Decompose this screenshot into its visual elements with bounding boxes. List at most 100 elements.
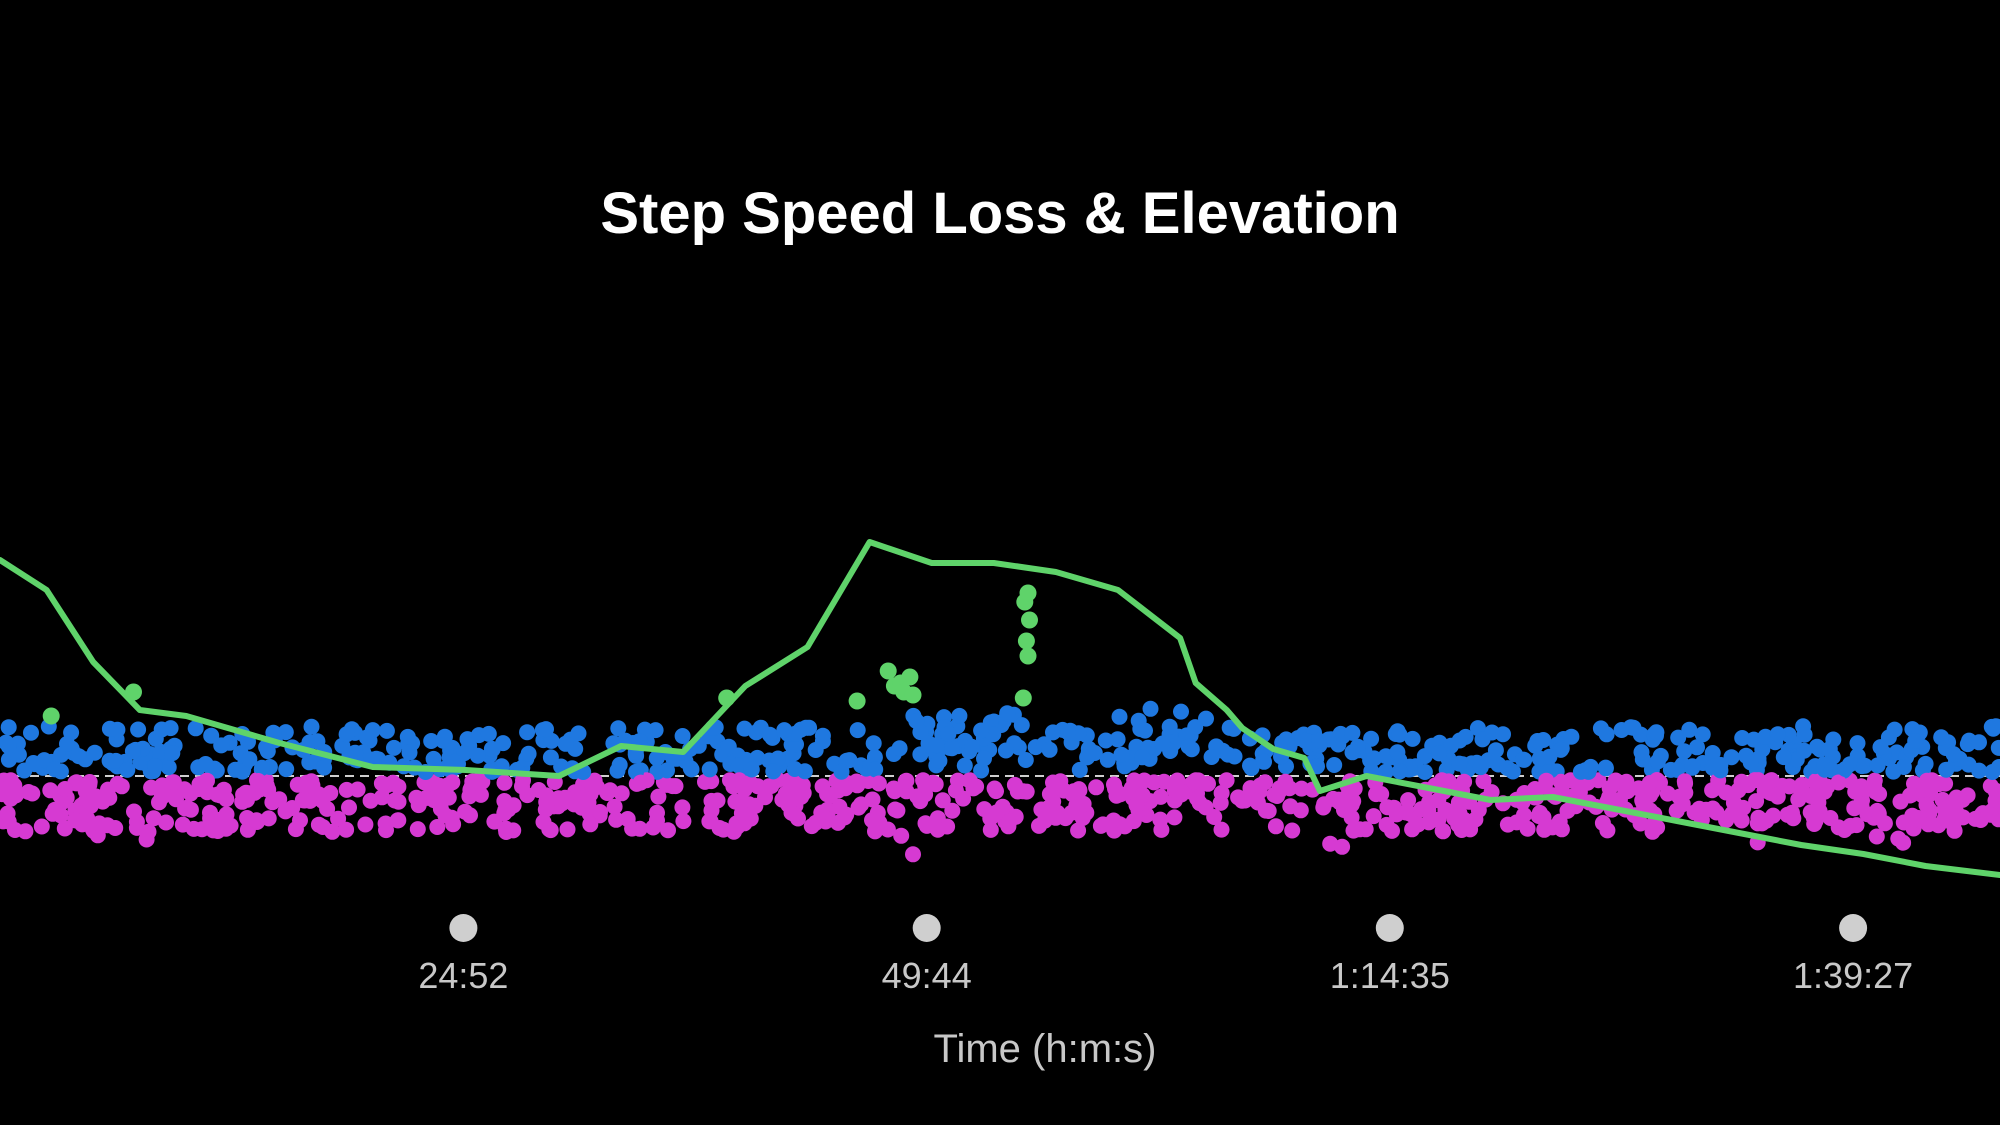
scatter-point — [1105, 812, 1122, 829]
scatter-point — [1075, 795, 1092, 812]
scatter-point — [730, 757, 747, 774]
scatter-point — [1886, 721, 1903, 738]
scatter-point — [56, 820, 73, 837]
highlight-point — [1014, 689, 1032, 707]
scatter-point — [0, 738, 17, 755]
scatter-point — [1256, 753, 1272, 770]
scatter-point — [1186, 774, 1202, 790]
scatter-point — [1060, 724, 1077, 741]
scatter-point — [374, 789, 390, 806]
scatter-point — [850, 799, 867, 816]
scatter-point — [1698, 801, 1715, 818]
scatter-point — [278, 761, 295, 778]
scatter-point — [138, 831, 155, 848]
scatter-point — [465, 774, 482, 791]
scatter-point — [130, 721, 147, 738]
scatter-point — [1404, 821, 1421, 838]
scatter-point — [1357, 821, 1374, 838]
scatter-point — [973, 722, 990, 739]
scatter-point — [1765, 807, 1782, 824]
scatter-point — [559, 821, 576, 838]
scatter-point — [675, 813, 692, 830]
scatter-point — [645, 819, 662, 836]
highlight-point — [42, 707, 60, 725]
scatter-point — [187, 720, 204, 737]
scatter-point — [994, 798, 1011, 815]
scatter-point — [446, 753, 463, 770]
scatter-point — [330, 810, 347, 827]
scatter-point — [1128, 797, 1145, 814]
scatter-point — [1031, 817, 1047, 834]
scatter-point — [1363, 730, 1380, 747]
scatter-point — [70, 748, 87, 765]
scatter-point — [703, 773, 720, 790]
scatter-point — [1807, 804, 1824, 821]
scatter-point — [674, 799, 691, 816]
scatter-point — [86, 744, 103, 761]
scatter-point — [264, 794, 281, 811]
scatter-point — [1137, 722, 1153, 739]
scatter-point — [349, 781, 366, 798]
scatter-point — [378, 722, 395, 739]
highlight-point — [718, 689, 736, 707]
scatter-point — [988, 783, 1004, 800]
scatter-point — [338, 726, 355, 743]
scatter-point — [1967, 810, 1984, 827]
scatter-point — [1391, 763, 1408, 780]
highlight-points — [42, 584, 1038, 725]
scatter-point — [338, 821, 355, 838]
scatter-point — [1203, 749, 1220, 765]
scatter-point — [52, 807, 69, 824]
x-tick-dot — [1839, 914, 1868, 942]
scatter-point — [119, 761, 136, 778]
scatter-point — [867, 816, 884, 833]
scatter-point — [505, 822, 522, 839]
scatter-point — [1987, 718, 2000, 735]
scatter-point — [324, 823, 341, 840]
scatter-point — [1676, 743, 1693, 760]
scatter-point — [1868, 828, 1885, 845]
scatter-point — [1033, 801, 1050, 818]
scatter-point — [1903, 786, 1920, 803]
scatter-point — [1757, 728, 1774, 745]
scatter-point — [358, 729, 375, 746]
scatter-point — [1704, 758, 1721, 775]
scatter-point — [296, 792, 313, 809]
scatter-point — [807, 742, 824, 758]
scatter-point — [303, 718, 320, 735]
scatter-point — [1330, 791, 1347, 808]
scatter-point — [519, 724, 536, 741]
scatter-point — [164, 745, 181, 762]
scatter-point — [1870, 804, 1887, 821]
scatter-point — [1368, 786, 1385, 803]
highlight-point — [879, 662, 897, 680]
scatter-point — [599, 785, 616, 801]
scatter-point — [480, 725, 497, 742]
scatter-point — [1515, 751, 1531, 768]
scatter-point — [1572, 763, 1589, 780]
scatter-point — [1220, 746, 1236, 763]
scatter-point — [423, 733, 440, 749]
scatter-point — [1156, 773, 1172, 790]
scatter-point — [1173, 703, 1189, 720]
scatter-point — [542, 749, 559, 766]
scatter-point — [0, 719, 17, 736]
scatter-point — [1849, 735, 1866, 752]
scatter-point — [786, 761, 803, 777]
x-tick-dot — [912, 914, 941, 942]
x-tick-dot — [449, 914, 478, 942]
scatter-point — [1212, 794, 1229, 811]
scatter-point — [167, 788, 183, 805]
scatter-point — [1404, 730, 1421, 747]
scatter-point — [1607, 773, 1624, 790]
scatter-point — [444, 774, 461, 791]
scatter-point — [1365, 808, 1382, 825]
scatter-point — [908, 713, 925, 729]
scatter-point — [1435, 823, 1452, 840]
highlight-point — [1019, 647, 1037, 665]
scatter-point — [1452, 819, 1469, 836]
scatter-point — [610, 720, 627, 737]
scatter-point — [1668, 802, 1685, 819]
scatter-point — [1311, 732, 1327, 749]
